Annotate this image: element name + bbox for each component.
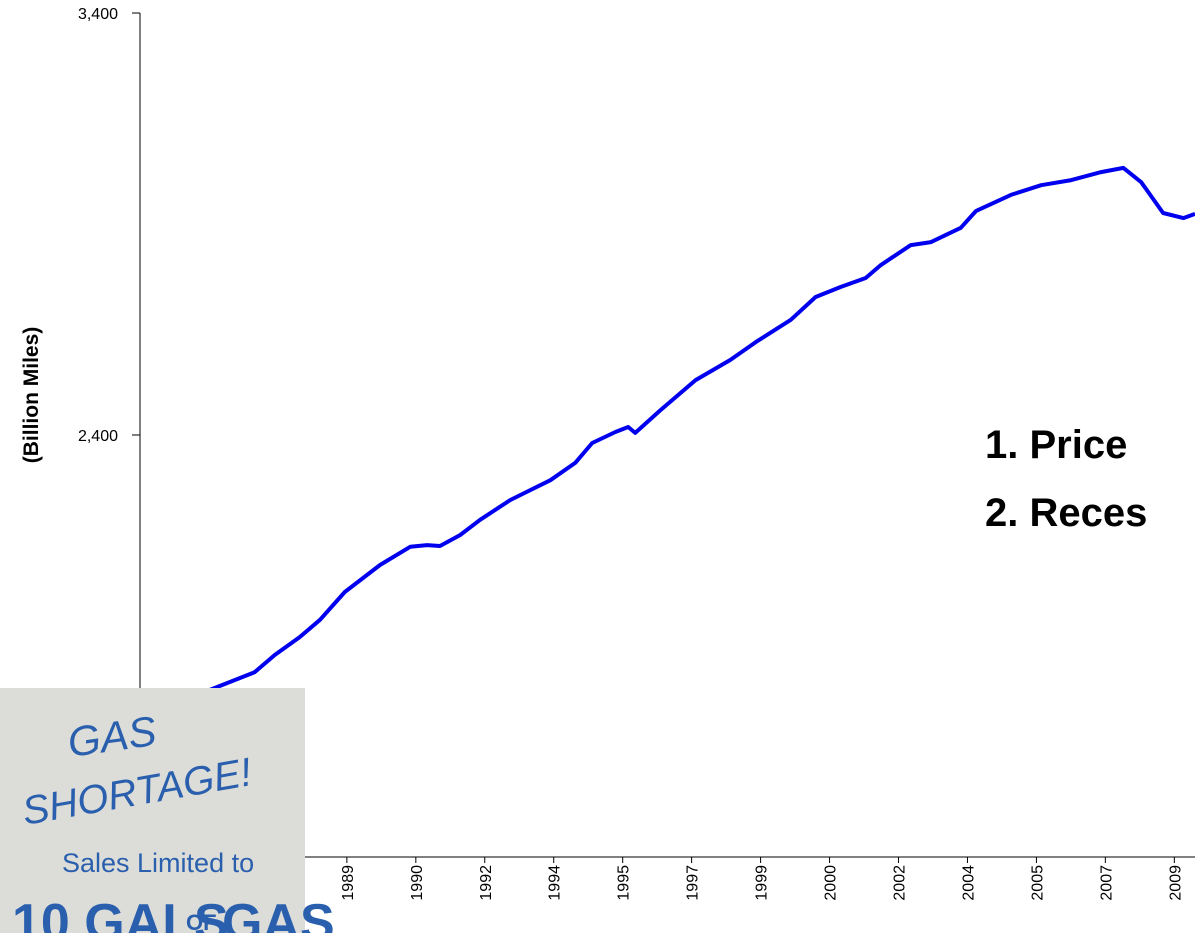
x-tick-label: 2009 (1167, 865, 1184, 901)
sign-text: GAS (222, 894, 335, 933)
sign-text: OF (186, 910, 217, 933)
inset-sign: GAS SHORTAGE! Sales Limited to 10 GALS O… (0, 688, 335, 933)
x-tick-label: 1989 (340, 865, 357, 901)
x-tick-label: 2005 (1029, 865, 1046, 901)
y-tick-label: 3,400 (78, 6, 118, 23)
annotation: 2. Reces (985, 491, 1147, 535)
x-tick-label: 1990 (409, 865, 426, 901)
x-tick-label: 2004 (960, 865, 977, 901)
x-tick-label: 2002 (891, 865, 908, 901)
sign-text: Sales Limited to (62, 848, 254, 878)
y-tick-label: 2,400 (78, 428, 118, 445)
x-tick-label: 1995 (616, 865, 633, 901)
x-tick-label: 1992 (478, 865, 495, 901)
x-tick-label: 1994 (547, 865, 564, 901)
x-tick-label: 1999 (754, 865, 771, 901)
x-tick-label: 2000 (823, 865, 840, 901)
x-tick-label: 2007 (1098, 865, 1115, 901)
annotation: 1. Price (985, 423, 1127, 467)
y-axis-label: (Billion Miles) (20, 327, 43, 464)
x-tick-label: 1997 (685, 865, 702, 901)
